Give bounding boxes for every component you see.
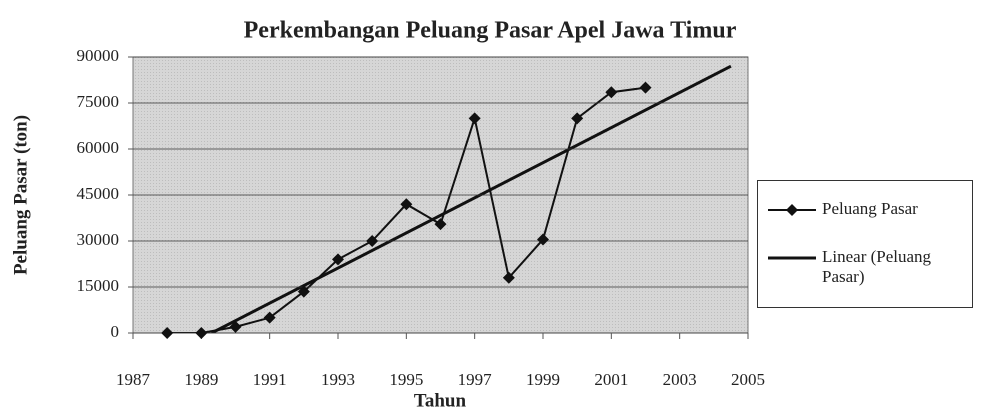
marker (366, 235, 379, 247)
marker (502, 271, 515, 284)
marker (161, 327, 174, 339)
legend-item: Peluang Pasar (766, 199, 972, 219)
y-tick-label: 30000 (77, 230, 120, 249)
x-tick-label: 1991 (253, 370, 287, 389)
legend-swatch (768, 204, 816, 216)
x-tick-label: 1989 (184, 370, 218, 389)
marker (605, 86, 618, 99)
legend-label: Linear (Peluang Pasar) (822, 247, 932, 286)
x-tick-label: 1999 (526, 370, 560, 389)
marker (537, 233, 549, 246)
y-tick-label: 75000 (77, 92, 120, 111)
trend-line (210, 64, 732, 333)
legend-swatch (768, 256, 816, 260)
marker (639, 81, 652, 94)
legend-label: Peluang Pasar (822, 199, 918, 218)
legend: Peluang Pasar Linear (Peluang Pasar) (757, 180, 973, 308)
marker (332, 253, 344, 266)
y-tick-label: 15000 (77, 276, 120, 295)
x-tick-label: 1987 (116, 370, 151, 389)
x-tick-label: 1993 (321, 370, 355, 389)
x-tick-label: 2003 (663, 370, 697, 389)
x-axis-title: Tahun (414, 390, 467, 411)
y-tick-label: 0 (111, 322, 120, 341)
marker (229, 320, 242, 333)
y-axis-title: Peluang Pasar (ton) (10, 115, 31, 275)
marker (297, 285, 310, 298)
marker (400, 198, 413, 211)
x-tick-label: 1995 (389, 370, 423, 389)
marker (571, 112, 584, 125)
x-tick-label: 1997 (458, 370, 493, 389)
y-tick-label: 45000 (77, 184, 120, 203)
marker (468, 112, 481, 125)
marker (195, 327, 208, 339)
marker (434, 218, 447, 231)
marker (263, 311, 276, 324)
x-tick-label: 2001 (594, 370, 628, 389)
y-tick-label: 90000 (77, 46, 120, 65)
chart-title: Perkembangan Peluang Pasar Apel Jawa Tim… (244, 18, 737, 44)
x-tick-label: 2005 (731, 370, 765, 389)
y-tick-label: 60000 (77, 138, 120, 157)
legend-item: Linear (Peluang Pasar) (766, 247, 972, 287)
